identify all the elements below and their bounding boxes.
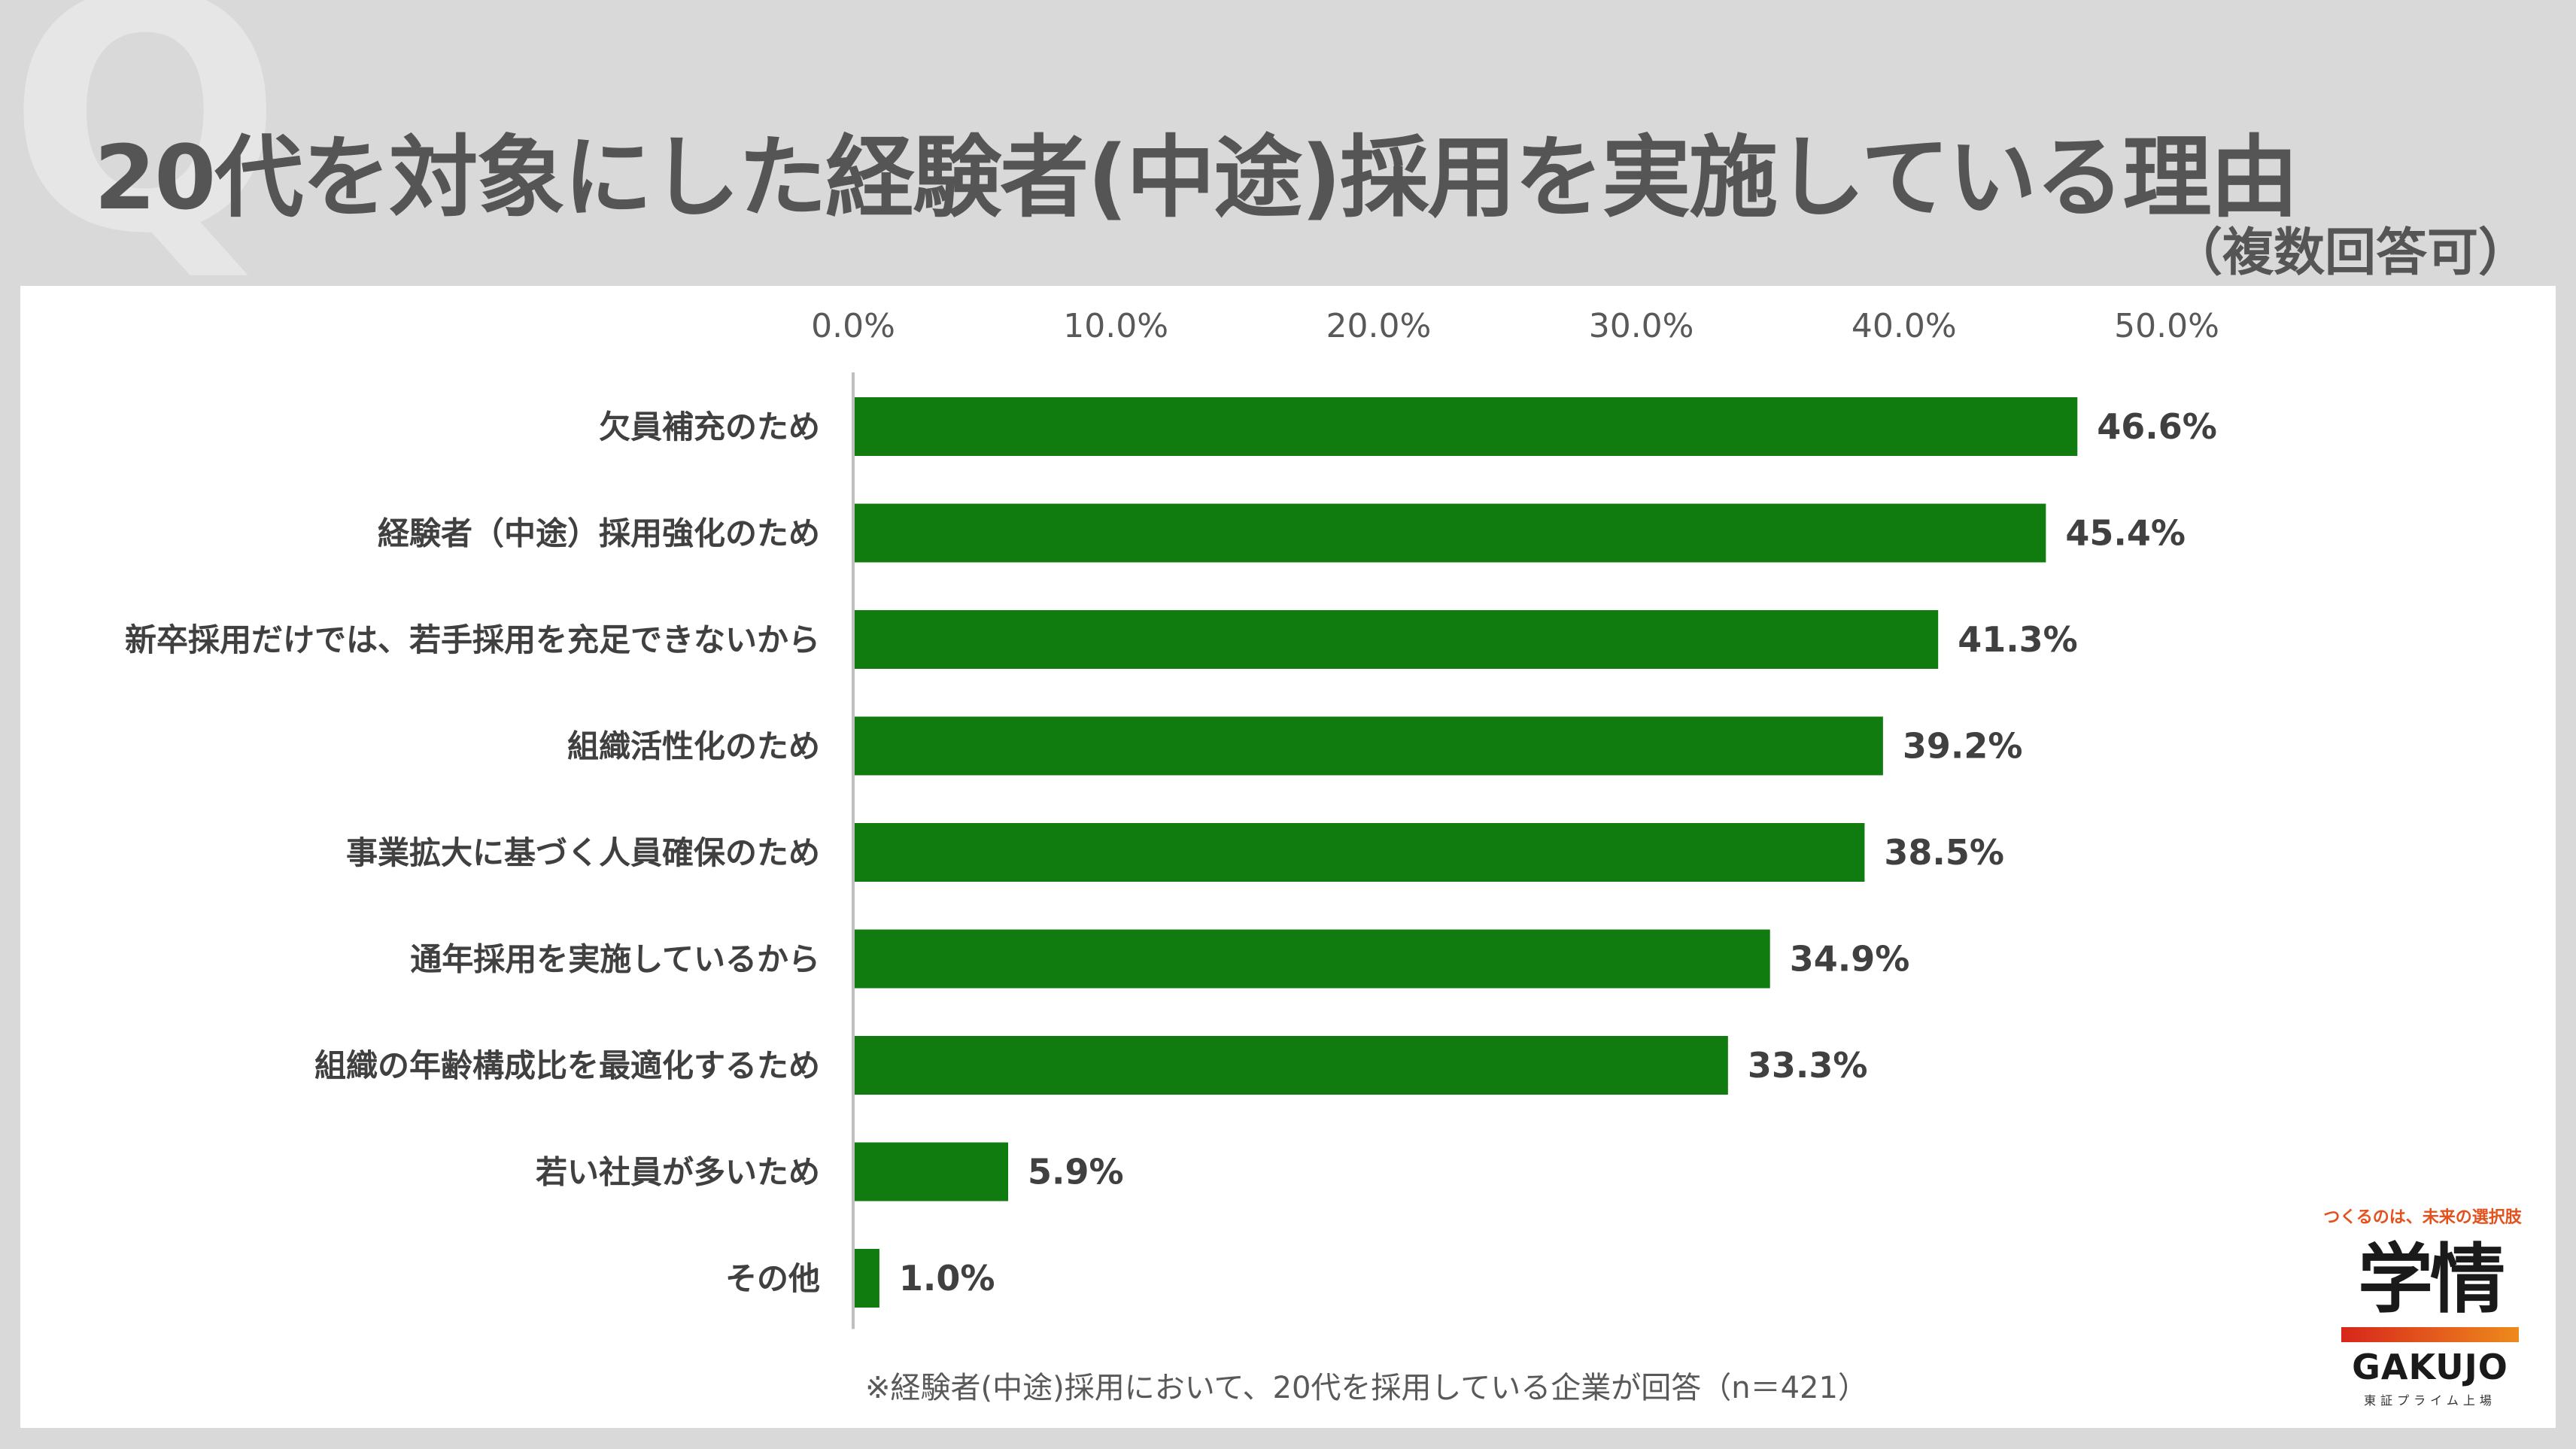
bar <box>855 929 1770 989</box>
footnote: ※経験者(中途)採用において、20代を採用している企業が回答（n＝421） <box>865 1371 1868 1405</box>
category-label: 若い社員が多いため <box>536 1154 820 1191</box>
bar <box>855 716 1883 776</box>
data-label: 34.9% <box>1790 939 1910 980</box>
category-label: その他 <box>725 1260 820 1297</box>
category-label: 欠員補充のため <box>599 409 820 445</box>
category-label: 経験者（中途）採用強化のため <box>378 515 820 552</box>
category-label: 組織活性化のため <box>567 728 820 765</box>
category-label: 組織の年齢構成比を最適化するため <box>314 1047 820 1084</box>
page-title: 20代を対象にした経験者(中途)採用を実施している理由 <box>94 126 2299 229</box>
x-tick-label: 0.0% <box>811 307 895 345</box>
bar <box>855 503 2046 563</box>
bar <box>855 610 1939 669</box>
data-label: 1.0% <box>899 1258 995 1299</box>
data-label: 33.3% <box>1748 1045 1868 1086</box>
data-label: 39.2% <box>1903 726 2023 767</box>
x-tick-label: 10.0% <box>1063 307 1168 345</box>
data-label: 38.5% <box>1884 832 2004 873</box>
x-tick-label: 50.0% <box>2114 307 2219 345</box>
logo-bar <box>2341 1327 2519 1342</box>
x-tick-label: 20.0% <box>1326 307 1432 345</box>
bar <box>855 1249 879 1308</box>
data-label: 45.4% <box>2065 513 2186 554</box>
logo-listed: 東証プライム上場 <box>2364 1393 2496 1408</box>
logo-mark: 学情 <box>2358 1235 2505 1323</box>
gakujo-logo: つくるのは、未来の選択肢 学情 GAKUJO 東証プライム上場 <box>2323 1204 2535 1408</box>
data-label: 46.6% <box>2097 406 2217 447</box>
data-label: 41.3% <box>1958 619 2078 660</box>
question-mark-decoration: Q <box>8 0 283 305</box>
logo-name: GAKUJO <box>2352 1347 2508 1387</box>
bar <box>855 1142 1009 1201</box>
bar <box>855 397 2078 456</box>
x-tick-label: 30.0% <box>1589 307 1694 345</box>
category-label: 新卒採用だけでは、若手採用を充足できないから <box>125 621 820 658</box>
logo-tagline: つくるのは、未来の選択肢 <box>2323 1208 2522 1227</box>
bar <box>855 823 1865 882</box>
bar <box>855 1036 1728 1095</box>
category-label: 事業拡大に基づく人員確保のため <box>346 834 820 871</box>
category-label: 通年採用を実施しているから <box>410 941 820 978</box>
page-subtitle: （複数回答可） <box>2170 223 2529 283</box>
x-tick-label: 40.0% <box>1852 307 1957 345</box>
data-label: 5.9% <box>1028 1152 1124 1192</box>
